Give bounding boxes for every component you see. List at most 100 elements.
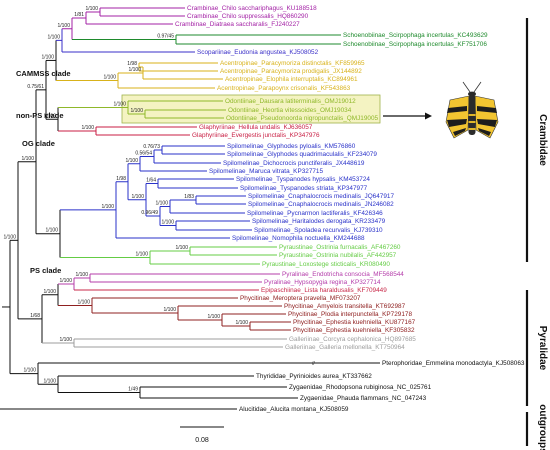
taxon-labels: Crambinae_Chilo sacchariphagus_KU188518C…	[175, 5, 525, 413]
taxon-label: Pyraustinae_Ostrinia furnacalis_AF467260	[279, 244, 401, 251]
clade-label-non-ps: non-PS clade	[16, 111, 64, 120]
taxon-label: Acentropinae_Parapoynx crisonalis_KF5438…	[217, 85, 351, 92]
taxon-label: Glaphyriinae_Hellula undalis_KJ636057	[199, 124, 313, 131]
taxon-label: Spilomelinae_Glyphodes quadrimaculalis_K…	[227, 151, 377, 158]
tree-branches: //	[0, 7, 381, 410]
support-value: 0.76/73	[143, 144, 160, 150]
moth-specimen-image	[445, 81, 499, 139]
support-value: 1/100	[23, 368, 36, 374]
support-value: 1/68	[30, 313, 40, 319]
taxon-label: Schoenobiinae_Scirpophaga incertulas_KF7…	[343, 41, 487, 48]
taxon-label: Odontiinae_Pseudonoorda nigropunctalis_Q…	[226, 115, 379, 122]
support-value: 1/100	[41, 54, 54, 60]
taxon-label: Crambinae_Chilo sacchariphagus_KU188518	[187, 5, 317, 12]
support-value: 1/100	[235, 320, 248, 326]
taxon-label: Epipaschiinae_Lista haraldusalis_KF70944…	[261, 287, 387, 294]
taxon-label: Zygaenidae_Phauda flammans_NC_047243	[300, 395, 427, 402]
taxon-label: Odontiinae_Heortia vitessoides_OMJ19034	[228, 107, 352, 114]
taxon-label: Spilomelinae_Cnaphalocrocis medinalis_JN…	[248, 201, 394, 208]
support-value: 1/100	[47, 34, 60, 40]
taxon-label: Acentropinae_Elophila interruptalis_KC89…	[225, 76, 358, 83]
taxon-label: Phycitinae_Meroptera pravella_MF073207	[240, 295, 361, 302]
taxon-label: Spilomelinae_Maruca vitrata_KP327715	[209, 168, 323, 175]
support-value: 1/100	[155, 201, 168, 207]
taxon-label: Scopariinae_Eudonia angustea_KJ508052	[197, 49, 319, 56]
support-value: 1/98	[127, 61, 137, 67]
taxon-label: Acentropinae_Paracymoriza distinctalis_K…	[220, 60, 365, 67]
taxon-label: Pyralinae_Hypsopygia regina_KP327714	[264, 279, 381, 286]
taxon-label: Spilomelinae_Glyphodes pyloalis_KM576860	[227, 143, 356, 150]
taxon-label: Schoenobiinae_Scirpophaga incertulas_KC4…	[343, 32, 488, 39]
support-value: 1/100	[81, 125, 94, 131]
scale-bar-label: 0.08	[195, 437, 209, 444]
support-value: 1/100	[57, 23, 70, 29]
support-value: 1/83	[184, 194, 194, 200]
support-value: 1/100	[3, 234, 16, 240]
support-value: 1/81	[74, 12, 84, 18]
support-value: 1/100	[128, 67, 141, 73]
taxon-label: Pyralinae_Endotricha consocia_MF568544	[282, 271, 404, 278]
taxon-label: Phycitinae_Plodia interpunctella_KP72917…	[288, 311, 412, 318]
support-value: 1/100	[175, 245, 188, 251]
support-value: 1/100	[59, 337, 72, 343]
clade-label-og: OG clade	[22, 139, 55, 148]
support-value: 1/100	[135, 252, 148, 258]
support-value: 1/98	[116, 176, 126, 182]
support-value: 1/100	[43, 113, 56, 119]
support-value: 1/100	[163, 307, 176, 313]
taxon-label: Spilomelinae_Dichocrocis punctiferalis_J…	[223, 160, 365, 167]
support-value: 0.56/54	[135, 151, 152, 157]
taxon-label: Thyrididae_Pyrinioides aurea_KT337662	[256, 373, 372, 380]
support-value: 1/100	[75, 272, 88, 278]
support-value: 1/100	[43, 289, 56, 295]
support-value: 0.97/45	[157, 34, 174, 40]
support-value: 1/49	[128, 387, 138, 393]
support-value: 1/100	[161, 220, 174, 226]
family-label-outgroups: outgroups	[537, 404, 548, 450]
support-value: 1/100	[101, 204, 114, 210]
support-value: 1/100	[131, 194, 144, 200]
support-value: 1/100	[85, 6, 98, 12]
branch-break-marker: //	[312, 361, 315, 367]
clade-label-cammss: CAMMSS clade	[16, 69, 71, 78]
specimen-arrow-head	[425, 112, 432, 120]
taxon-label: Crambinae_Chilo suppressalis_HQ860290	[187, 13, 309, 20]
support-values: 1/1001/811/1000.97/451/1001/1001/981/100…	[3, 6, 248, 393]
taxon-label: Spilomelinae_Nomophila noctuella_KM24468…	[232, 235, 365, 242]
taxon-label: Spilomelinae_Tyspanodes striata_KP347977	[240, 185, 368, 192]
family-label-pyralidae: Pyralidae	[537, 326, 548, 371]
taxon-label: Galleriinae_Corcyra cephalonica_HQ897685	[289, 336, 416, 343]
taxon-label: Odontiinae_Dausara latiterminalis_OMJ190…	[225, 98, 356, 105]
support-value: 1/100	[113, 102, 126, 108]
support-value: 1/100	[59, 278, 72, 284]
support-value: 0.96/49	[141, 210, 158, 216]
taxon-label: Pyraustinae_Loxostege sticticalis_KR0804…	[262, 261, 390, 268]
support-value: 1/100	[77, 300, 90, 306]
taxon-label: Glaphyriinae_Evergestis junctalis_KP3479…	[192, 132, 320, 139]
taxon-label: Spilomelinae_Tyspanodes hypsalis_KM45372…	[236, 176, 370, 183]
support-value: 1/100	[103, 75, 116, 81]
support-value: 1/100	[130, 108, 143, 114]
support-value: 1/100	[45, 228, 58, 234]
support-value: 1/64	[146, 178, 156, 184]
taxon-label: Spilomelinae_Pycnarmon lactiferalis_KF42…	[247, 210, 383, 217]
support-value: 1/100	[21, 156, 34, 162]
taxon-label: Spilomelinae_Cnaphalocrocis medinalis_JQ…	[248, 193, 394, 200]
taxon-label: Galleriinae_Galleria mellonella_KT750964	[285, 344, 405, 351]
clade-label-ps: PS clade	[30, 266, 61, 275]
taxon-label: Zygaenidae_Rhodopsona rubiginosa_NC_0257…	[289, 384, 432, 391]
taxon-label: Pyraustinae_Ostrinia nubilalis_AF442957	[279, 252, 397, 259]
taxon-label: Pterophoridae_Emmelina monodactyla_KJ508…	[382, 360, 525, 367]
family-label-crambidae: Crambidae	[537, 114, 548, 166]
taxon-label: Acentropinae_Paracymoriza prodigalis_JX1…	[220, 68, 362, 75]
taxon-label: Spilomelinae_Haritalodes derogata_KR2334…	[252, 218, 386, 225]
support-value: 0.75/61	[27, 84, 44, 90]
support-value: 1/100	[125, 158, 138, 164]
support-value: 1/100	[43, 378, 56, 384]
taxon-label: Phycitinae_Ephestia kuehniella_KF305832	[293, 327, 415, 334]
taxon-label: Alucitidae_Alucita montana_KJ508059	[239, 406, 349, 413]
taxon-label: Crambinae_Diatraea saccharalis_FJ240227	[175, 21, 300, 28]
support-value: 1/100	[207, 314, 220, 320]
taxon-label: Spilomelinae_Spoladea recurvalis_KJ73931…	[254, 227, 383, 234]
